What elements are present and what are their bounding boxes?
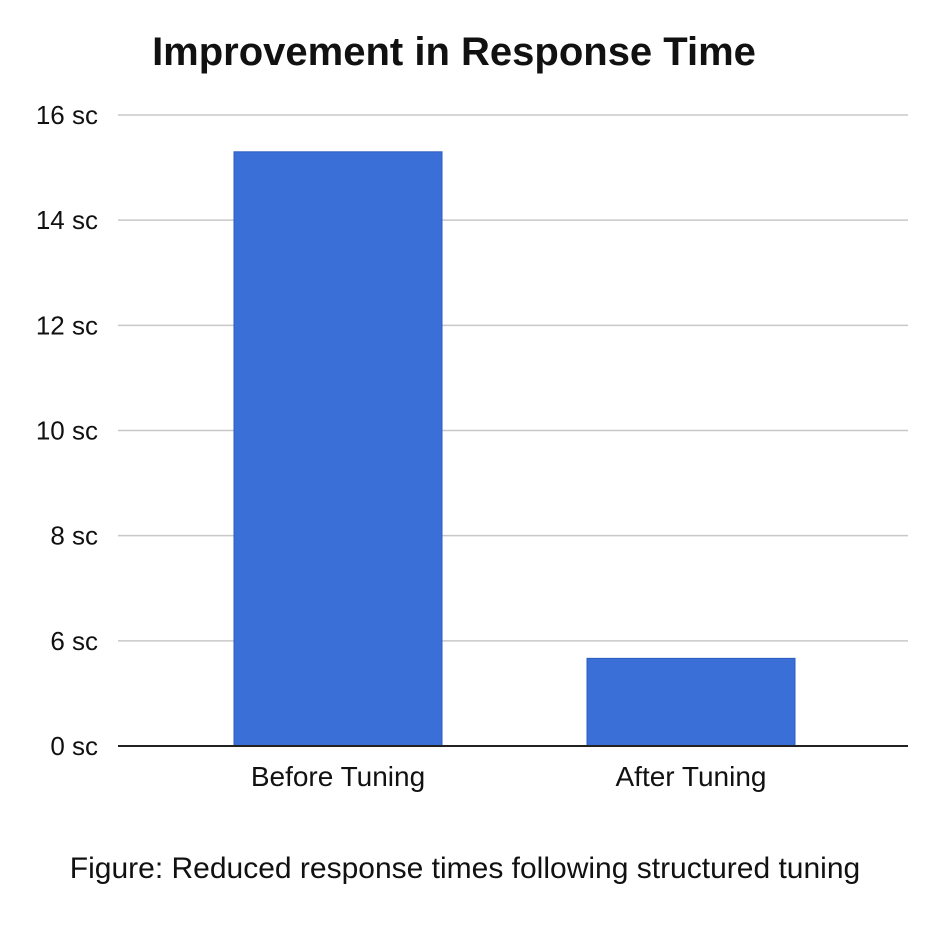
y-tick-label: 0 sc xyxy=(50,731,98,761)
y-tick-label: 12 sc xyxy=(36,310,98,340)
bars xyxy=(233,151,796,747)
x-category-label: Before Tuning xyxy=(251,761,425,792)
chart-title: Improvement in Response Time xyxy=(152,30,756,74)
bar xyxy=(586,657,796,747)
y-tick-label: 10 sc xyxy=(36,416,98,446)
y-tick-label: 14 sc xyxy=(36,205,98,235)
x-category-label: After Tuning xyxy=(616,761,767,792)
y-tick-label: 6 sc xyxy=(50,626,98,656)
bar xyxy=(233,151,443,747)
y-tick-label: 16 sc xyxy=(36,100,98,130)
tick-labels: 0 sc 6 sc 8 sc 10 sc 12 sc 14 sc 16 sc Before T… xyxy=(36,100,767,792)
figure-caption: Figure: Reduced response times following… xyxy=(69,852,861,885)
y-tick-label: 8 sc xyxy=(50,521,98,551)
